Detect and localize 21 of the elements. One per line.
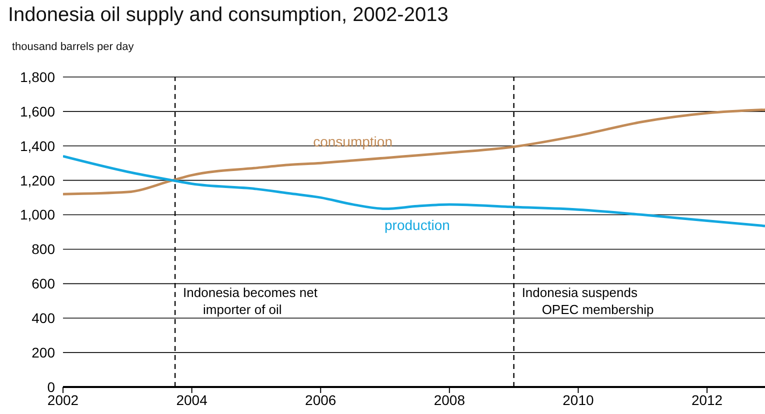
y-tick-label: 400	[32, 310, 56, 326]
y-axis-title: thousand barrels per day	[12, 41, 134, 53]
ref-line-label: Indonesia becomes net importer of oil	[183, 285, 318, 318]
x-tick-label: 2004	[176, 392, 208, 408]
x-tick-label: 2008	[434, 392, 466, 408]
y-tick-label: 1,200	[20, 172, 56, 188]
y-tick-label: 1,000	[20, 206, 56, 223]
y-tick-label: 1,800	[20, 68, 56, 85]
series-label: production	[384, 217, 450, 234]
line-series	[63, 108, 765, 196]
y-tick-label: 600	[32, 276, 56, 292]
ref-line-label: Indonesia suspends OPEC membership	[522, 285, 654, 318]
y-tick-label: 200	[32, 344, 56, 361]
x-tick-label: 2006	[305, 392, 336, 408]
x-tick-label: 2012	[691, 392, 723, 408]
y-tick-label: 1,600	[20, 103, 56, 120]
chart-title: Indonesia oil supply and consumption, 2002-2013	[8, 4, 448, 27]
x-tick-label: 2010	[562, 392, 594, 408]
series-label: consumption	[313, 134, 393, 150]
y-tick-label: 800	[32, 241, 56, 258]
y-tick-label: 1,400	[20, 138, 56, 154]
